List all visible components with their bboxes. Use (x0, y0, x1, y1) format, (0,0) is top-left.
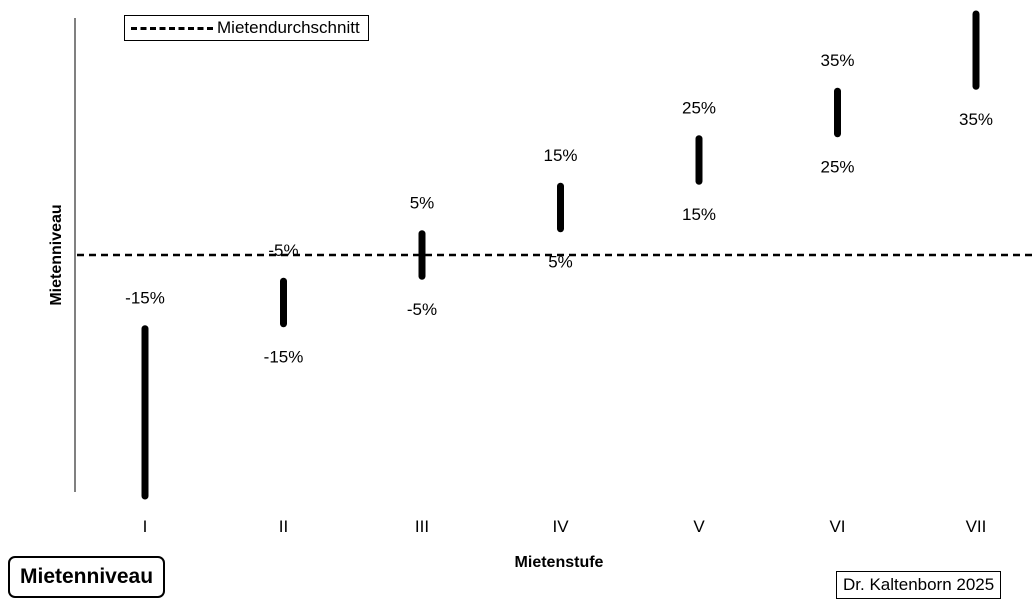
x-tick-label: V (693, 517, 705, 536)
range-low-label: 25% (820, 157, 854, 176)
legend: Mietendurchschnitt (124, 15, 369, 41)
x-tick-label: III (415, 517, 429, 536)
legend-label: Mietendurchschnitt (217, 18, 360, 37)
credit-label: Dr. Kaltenborn 2025 (836, 571, 1002, 599)
range-low-label: 5% (548, 252, 573, 271)
x-axis-title: Mietenstufe (515, 554, 604, 571)
range-high-label: 15% (543, 146, 577, 165)
range-low-label: -5% (407, 300, 437, 319)
x-tick-labels-group: I II III IV V VI VII (143, 517, 987, 536)
y-axis-title: Mietenniveau (48, 204, 65, 305)
x-tick-label: IV (552, 517, 569, 536)
x-tick-label: VII (966, 517, 987, 536)
legend-dashed-line-swatch (131, 26, 213, 30)
range-low-label: 35% (959, 110, 993, 129)
range-high-label: 35% (820, 51, 854, 70)
range-high-label: -5% (268, 241, 298, 260)
x-tick-label: II (279, 517, 288, 536)
range-bars-group: -15% -5% -15% 5% -5% 15% 5% 25% 15% 35% 25% 35% (125, 10, 993, 500)
range-low-label: 15% (682, 205, 716, 224)
x-tick-label: I (143, 517, 148, 536)
range-high-label: 5% (410, 193, 435, 212)
range-high-label: -15% (125, 288, 165, 307)
x-tick-label: VI (829, 517, 845, 536)
range-low-label: -15% (264, 347, 304, 366)
range-high-label: 25% (682, 98, 716, 117)
badge-title: Mietenniveau (8, 556, 166, 598)
